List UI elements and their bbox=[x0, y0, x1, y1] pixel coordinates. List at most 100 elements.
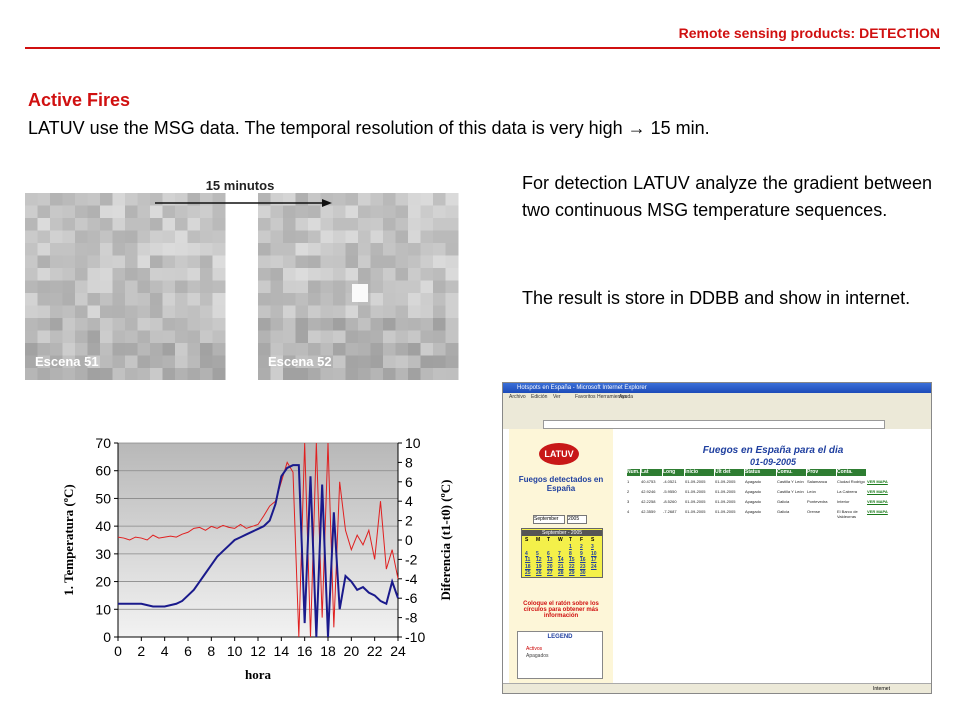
pixel bbox=[270, 205, 284, 219]
pixel bbox=[150, 330, 163, 344]
pixel bbox=[175, 280, 188, 294]
pixel bbox=[345, 243, 359, 256]
pixel bbox=[308, 305, 321, 319]
weekday: S bbox=[591, 537, 595, 543]
pixel bbox=[125, 243, 138, 256]
paragraph: For detection LATUV analyze the gradient… bbox=[522, 173, 932, 220]
pixel bbox=[212, 255, 226, 269]
column-header: Status bbox=[745, 469, 776, 476]
pixel bbox=[295, 193, 309, 206]
pixel bbox=[345, 193, 359, 206]
pixel bbox=[62, 355, 76, 369]
pixel bbox=[50, 318, 63, 331]
pixel bbox=[445, 193, 459, 206]
pixel bbox=[100, 318, 113, 331]
table-cell: Castilla Y León bbox=[777, 479, 804, 484]
pixel bbox=[87, 318, 101, 331]
pixel bbox=[270, 193, 284, 206]
pixel bbox=[358, 255, 371, 269]
table-cell: 01-09-2005 bbox=[715, 509, 736, 514]
pixel bbox=[295, 255, 309, 269]
pixel bbox=[320, 355, 334, 369]
calendar-day: 14 bbox=[558, 557, 564, 563]
map-link[interactable]: VER MAPA bbox=[867, 489, 888, 494]
pixel bbox=[150, 280, 163, 294]
pixel bbox=[333, 243, 346, 256]
pixel bbox=[308, 255, 321, 269]
pixel bbox=[137, 205, 151, 219]
pixel bbox=[75, 230, 88, 244]
calendar-day: 23 bbox=[580, 563, 586, 570]
column-header: Num. bbox=[627, 469, 640, 476]
pixel bbox=[395, 205, 409, 219]
pixel bbox=[50, 230, 63, 244]
pixel bbox=[383, 205, 396, 219]
calendar-day: 2 bbox=[580, 544, 583, 550]
pixel bbox=[445, 218, 459, 231]
y2-tick-label: 10 bbox=[405, 435, 421, 451]
pixel bbox=[283, 318, 296, 331]
pixel bbox=[320, 343, 334, 356]
pixel bbox=[187, 330, 201, 344]
pixel bbox=[200, 355, 213, 369]
pixel bbox=[175, 330, 188, 344]
pixel bbox=[270, 243, 284, 256]
pixel bbox=[125, 255, 138, 269]
year-select[interactable]: 2005 bbox=[567, 515, 587, 524]
pixel bbox=[162, 193, 176, 206]
pixel bbox=[25, 368, 38, 380]
pixel bbox=[137, 355, 151, 369]
pixel bbox=[212, 305, 226, 319]
table-cell: 01-09-2005 bbox=[715, 479, 736, 484]
pixel bbox=[137, 330, 151, 344]
pixel bbox=[270, 355, 284, 369]
pixel bbox=[258, 218, 271, 231]
pixel bbox=[270, 293, 284, 306]
pixel bbox=[395, 368, 409, 380]
pixel bbox=[295, 330, 309, 344]
pixel bbox=[258, 355, 271, 369]
pixel bbox=[137, 230, 151, 244]
weekday: W bbox=[558, 537, 563, 543]
pixel bbox=[383, 243, 396, 256]
pixel bbox=[137, 368, 151, 380]
pixel bbox=[175, 255, 188, 269]
pixel bbox=[283, 230, 296, 244]
pixel bbox=[445, 230, 459, 244]
map-link[interactable]: VER MAPA bbox=[867, 479, 888, 484]
calendar-day: 28 bbox=[558, 570, 564, 576]
pixel bbox=[395, 243, 409, 256]
table-cell: 42.3559 bbox=[641, 509, 656, 514]
main-date: 01-09-2005 bbox=[749, 457, 797, 467]
pixel bbox=[445, 305, 459, 319]
pixel bbox=[25, 205, 38, 219]
pixel bbox=[308, 355, 321, 369]
map-link[interactable]: VER MAPA bbox=[867, 499, 888, 504]
pixel bbox=[75, 330, 88, 344]
pixel bbox=[212, 355, 226, 369]
data-line bbox=[118, 464, 399, 638]
table-cell: Pontevedra bbox=[807, 499, 828, 504]
scene-images: 15 minutos Escena 51 Escena 52 bbox=[25, 178, 459, 380]
pixel bbox=[150, 218, 163, 231]
month-select[interactable]: September bbox=[533, 515, 565, 524]
pixel bbox=[62, 268, 76, 281]
pixel bbox=[212, 343, 226, 356]
calendar-day: 17 bbox=[591, 557, 597, 563]
pixel bbox=[283, 293, 296, 306]
pixel bbox=[112, 280, 126, 294]
pixel bbox=[37, 305, 51, 319]
calendar-day: 7 bbox=[558, 550, 561, 557]
pixel bbox=[433, 193, 446, 206]
pixel bbox=[408, 293, 421, 306]
pixel bbox=[125, 193, 138, 206]
pixel bbox=[333, 268, 346, 281]
pixel bbox=[100, 305, 113, 319]
pixel bbox=[408, 230, 421, 244]
y2-tick-label: -10 bbox=[405, 629, 425, 645]
data-line bbox=[117, 442, 399, 638]
map-link[interactable]: VER MAPA bbox=[867, 509, 888, 514]
pixel bbox=[358, 218, 371, 231]
pixel bbox=[320, 318, 334, 331]
table-cell: 40.4753 bbox=[641, 479, 656, 484]
